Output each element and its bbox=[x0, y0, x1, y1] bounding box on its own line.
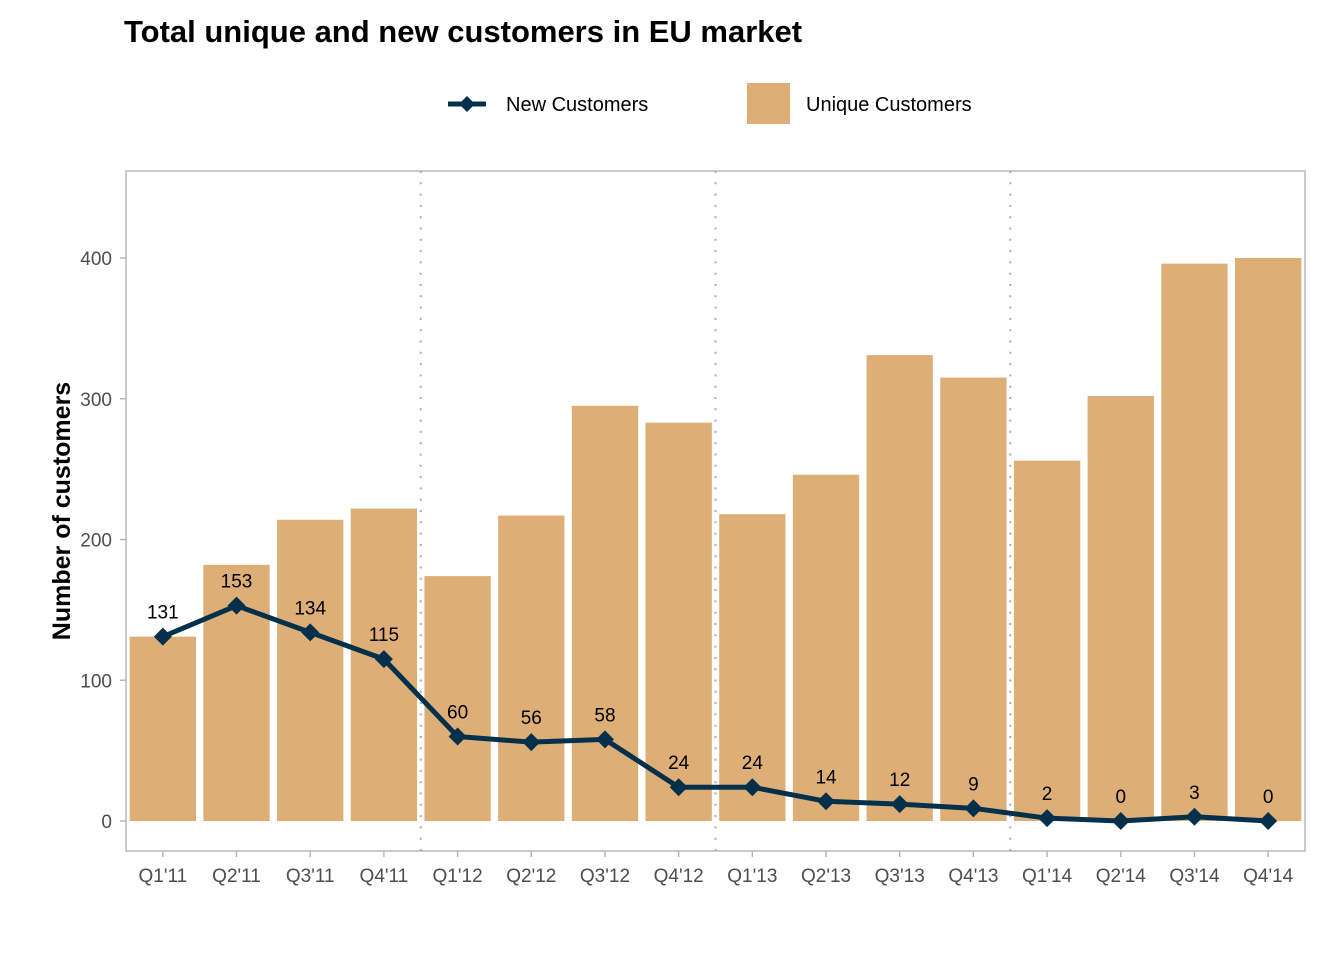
data-label-new-customers: 9 bbox=[968, 774, 979, 795]
data-label-new-customers: 2 bbox=[1042, 784, 1053, 805]
bar-unique-customers bbox=[1161, 263, 1228, 821]
data-label-new-customers: 131 bbox=[147, 603, 179, 624]
x-tick-label: Q4'13 bbox=[948, 866, 998, 887]
line-new-customers bbox=[153, 596, 1278, 830]
x-tick-label: Q2'12 bbox=[506, 866, 556, 887]
legend: New Customers Unique Customers bbox=[448, 83, 972, 124]
y-axis: 0 100 200 300 400 bbox=[80, 249, 126, 833]
x-tick-label: Q1'13 bbox=[727, 866, 777, 887]
legend-label-unique-customers: Unique Customers bbox=[806, 94, 972, 116]
legend-label-new-customers: New Customers bbox=[506, 94, 648, 116]
diamond-marker bbox=[1185, 807, 1204, 826]
diamond-marker bbox=[153, 627, 172, 646]
x-tick-label: Q4'12 bbox=[654, 866, 704, 887]
y-axis-title: Number of customers bbox=[48, 382, 76, 640]
y-tick-label: 300 bbox=[80, 390, 112, 411]
y-tick-label: 100 bbox=[80, 671, 112, 692]
bar-unique-customers bbox=[424, 576, 491, 821]
bar-unique-customers bbox=[645, 422, 712, 821]
y-tick-label: 200 bbox=[80, 531, 112, 552]
diamond-marker bbox=[1259, 812, 1278, 830]
x-tick-label: Q3'14 bbox=[1169, 866, 1220, 887]
bar-unique-customers bbox=[792, 474, 860, 821]
x-tick-label: Q2'14 bbox=[1096, 866, 1147, 887]
data-label-new-customers: 56 bbox=[521, 708, 542, 729]
diamond-marker bbox=[374, 650, 393, 669]
data-labels: 131 153 134 115 60 56 58 24 24 14 12 9 2 0 3 0 bbox=[147, 572, 1273, 808]
bar-unique-customers bbox=[866, 355, 933, 821]
data-label-new-customers: 12 bbox=[889, 770, 910, 791]
plot-panel-border bbox=[125, 170, 1306, 852]
data-label-new-customers: 0 bbox=[1263, 787, 1274, 808]
data-label-new-customers: 60 bbox=[447, 703, 468, 724]
diamond-marker bbox=[227, 596, 246, 615]
bar-unique-customers bbox=[719, 514, 786, 821]
bar-unique-customers bbox=[571, 405, 639, 821]
x-tick-label: Q1'14 bbox=[1022, 866, 1073, 887]
bar-unique-customers bbox=[277, 519, 344, 821]
y-tick-label: 400 bbox=[80, 249, 112, 270]
chart-title: Total unique and new customers in EU mar… bbox=[124, 14, 803, 49]
x-tick-label: Q4'11 bbox=[360, 866, 409, 887]
legend-diamond-icon bbox=[459, 96, 475, 112]
bar-unique-customers bbox=[1087, 395, 1154, 821]
x-tick-label: Q2'11 bbox=[212, 866, 261, 887]
legend-item-new-customers: New Customers bbox=[448, 94, 648, 116]
bar-unique-customers bbox=[1234, 258, 1302, 821]
diamond-marker bbox=[743, 778, 762, 797]
diamond-marker bbox=[669, 778, 688, 797]
data-label-new-customers: 115 bbox=[369, 625, 399, 646]
legend-item-unique-customers: Unique Customers bbox=[747, 83, 972, 124]
bar-unique-customers bbox=[1013, 460, 1081, 821]
diamond-marker bbox=[1111, 812, 1130, 830]
diamond-marker bbox=[817, 792, 836, 811]
x-tick-label: Q2'13 bbox=[801, 866, 851, 887]
bar-unique-customers bbox=[129, 636, 197, 821]
data-label-new-customers: 153 bbox=[221, 572, 253, 593]
diamond-marker bbox=[964, 799, 983, 818]
year-separators bbox=[419, 171, 1012, 851]
diamond-marker bbox=[301, 623, 320, 642]
diamond-marker bbox=[595, 730, 614, 749]
x-axis: Q1'11 Q2'11 Q3'11 Q4'11 Q1'12 Q2'12 Q3'12 Q4'12… bbox=[138, 851, 1294, 887]
data-label-new-customers: 14 bbox=[815, 767, 837, 788]
x-tick-label: Q1'12 bbox=[433, 866, 483, 887]
x-tick-label: Q4'14 bbox=[1243, 866, 1294, 887]
x-tick-label: Q1'11 bbox=[138, 866, 187, 887]
data-label-new-customers: 58 bbox=[594, 705, 615, 726]
x-tick-label: Q3'13 bbox=[875, 866, 925, 887]
diamond-marker bbox=[522, 733, 541, 752]
x-tick-label: Q3'11 bbox=[286, 866, 335, 887]
data-label-new-customers: 24 bbox=[668, 753, 690, 774]
bar-unique-customers bbox=[498, 515, 565, 821]
diamond-marker bbox=[1038, 809, 1057, 828]
x-tick-label: Q3'12 bbox=[580, 866, 630, 887]
data-label-new-customers: 134 bbox=[294, 598, 326, 619]
diamond-marker bbox=[448, 727, 467, 746]
data-label-new-customers: 24 bbox=[742, 753, 764, 774]
legend-box-key bbox=[747, 83, 790, 124]
data-label-new-customers: 0 bbox=[1115, 787, 1126, 808]
line-path-new-customers bbox=[161, 603, 1269, 824]
diamond-marker bbox=[890, 795, 909, 814]
y-tick-label: 0 bbox=[101, 812, 112, 833]
data-label-new-customers: 3 bbox=[1189, 783, 1200, 804]
bar-unique-customers bbox=[940, 377, 1007, 821]
